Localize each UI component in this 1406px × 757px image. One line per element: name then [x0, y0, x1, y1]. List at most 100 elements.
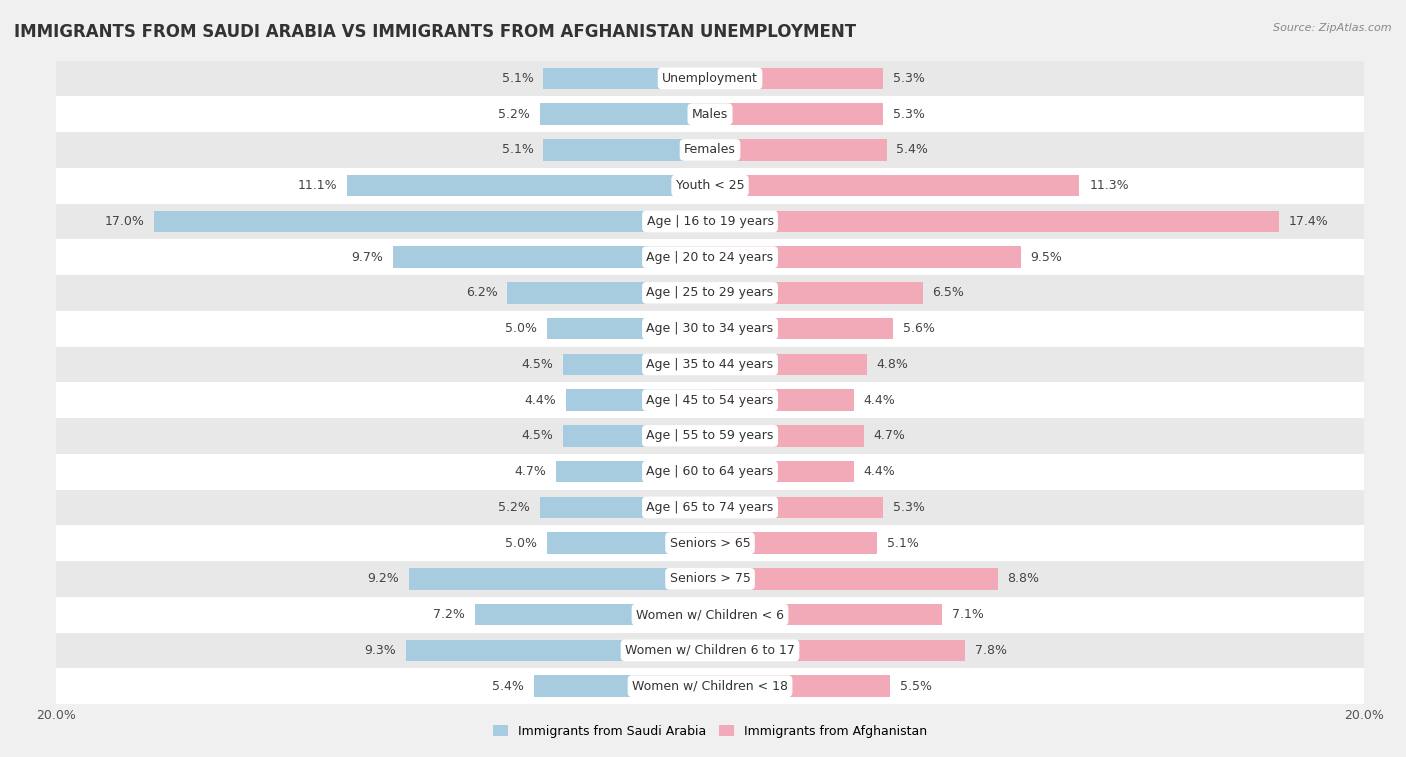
Text: Women w/ Children 6 to 17: Women w/ Children 6 to 17 — [626, 644, 794, 657]
Bar — [540, 497, 710, 518]
Text: 9.2%: 9.2% — [368, 572, 399, 585]
Text: 5.0%: 5.0% — [505, 322, 537, 335]
Bar — [710, 318, 893, 339]
Bar — [710, 175, 1080, 196]
Bar — [56, 168, 1364, 204]
Text: 9.5%: 9.5% — [1031, 251, 1063, 263]
Text: 5.0%: 5.0% — [505, 537, 537, 550]
Bar — [56, 597, 1364, 633]
Bar — [56, 561, 1364, 597]
Text: 17.0%: 17.0% — [104, 215, 145, 228]
Text: 4.8%: 4.8% — [877, 358, 908, 371]
Bar — [562, 354, 710, 375]
Bar — [56, 382, 1364, 418]
Text: 7.8%: 7.8% — [974, 644, 1007, 657]
Text: Women w/ Children < 18: Women w/ Children < 18 — [633, 680, 787, 693]
Text: 5.1%: 5.1% — [887, 537, 918, 550]
Bar — [540, 104, 710, 125]
Text: Age | 55 to 59 years: Age | 55 to 59 years — [647, 429, 773, 442]
Bar — [56, 275, 1364, 311]
Text: 5.2%: 5.2% — [498, 501, 530, 514]
Text: 5.1%: 5.1% — [502, 143, 533, 157]
Text: 5.5%: 5.5% — [900, 680, 932, 693]
Bar — [56, 633, 1364, 668]
Text: Females: Females — [685, 143, 735, 157]
Text: 5.4%: 5.4% — [897, 143, 928, 157]
Text: Unemployment: Unemployment — [662, 72, 758, 85]
Bar — [533, 675, 710, 697]
Text: Males: Males — [692, 107, 728, 120]
Text: Age | 65 to 74 years: Age | 65 to 74 years — [647, 501, 773, 514]
Text: Source: ZipAtlas.com: Source: ZipAtlas.com — [1274, 23, 1392, 33]
Text: 6.5%: 6.5% — [932, 286, 965, 300]
Bar — [710, 461, 853, 482]
Bar — [56, 453, 1364, 490]
Bar — [56, 204, 1364, 239]
Text: 5.3%: 5.3% — [893, 501, 925, 514]
Text: 5.3%: 5.3% — [893, 72, 925, 85]
Text: 4.5%: 4.5% — [522, 429, 553, 442]
Text: 4.4%: 4.4% — [524, 394, 557, 407]
Text: 4.7%: 4.7% — [515, 465, 547, 478]
Text: 5.4%: 5.4% — [492, 680, 523, 693]
Text: Age | 25 to 29 years: Age | 25 to 29 years — [647, 286, 773, 300]
Bar — [56, 96, 1364, 132]
Bar — [543, 67, 710, 89]
Bar — [710, 675, 890, 697]
Bar — [409, 569, 710, 590]
Text: 7.2%: 7.2% — [433, 608, 465, 621]
Text: 7.1%: 7.1% — [952, 608, 984, 621]
Bar — [56, 311, 1364, 347]
Bar — [56, 347, 1364, 382]
Bar — [710, 604, 942, 625]
Bar — [547, 532, 710, 554]
Text: Seniors > 75: Seniors > 75 — [669, 572, 751, 585]
Bar — [56, 418, 1364, 453]
Text: 4.5%: 4.5% — [522, 358, 553, 371]
Bar — [710, 532, 877, 554]
Bar — [710, 569, 998, 590]
Text: 5.2%: 5.2% — [498, 107, 530, 120]
Bar — [710, 247, 1021, 268]
Text: 8.8%: 8.8% — [1008, 572, 1039, 585]
Text: 9.7%: 9.7% — [352, 251, 382, 263]
Bar — [547, 318, 710, 339]
Bar — [56, 61, 1364, 96]
Bar — [56, 525, 1364, 561]
Bar — [567, 389, 710, 411]
Text: Women w/ Children < 6: Women w/ Children < 6 — [636, 608, 785, 621]
Bar — [710, 210, 1279, 232]
Bar — [710, 104, 883, 125]
Bar — [392, 247, 710, 268]
Text: Age | 45 to 54 years: Age | 45 to 54 years — [647, 394, 773, 407]
Bar — [56, 490, 1364, 525]
Bar — [710, 139, 887, 160]
Text: Age | 35 to 44 years: Age | 35 to 44 years — [647, 358, 773, 371]
Bar — [347, 175, 710, 196]
Text: 4.7%: 4.7% — [873, 429, 905, 442]
Text: Youth < 25: Youth < 25 — [676, 179, 744, 192]
Text: 11.1%: 11.1% — [298, 179, 337, 192]
Text: 6.2%: 6.2% — [465, 286, 498, 300]
Text: 5.1%: 5.1% — [502, 72, 533, 85]
Bar — [710, 640, 965, 661]
Text: 5.3%: 5.3% — [893, 107, 925, 120]
Bar — [155, 210, 710, 232]
Text: IMMIGRANTS FROM SAUDI ARABIA VS IMMIGRANTS FROM AFGHANISTAN UNEMPLOYMENT: IMMIGRANTS FROM SAUDI ARABIA VS IMMIGRAN… — [14, 23, 856, 41]
Bar — [562, 425, 710, 447]
Text: 5.6%: 5.6% — [903, 322, 935, 335]
Bar — [508, 282, 710, 304]
Bar — [710, 354, 868, 375]
Text: 9.3%: 9.3% — [364, 644, 396, 657]
Bar — [406, 640, 710, 661]
Bar — [710, 425, 863, 447]
Bar — [56, 132, 1364, 168]
Text: Seniors > 65: Seniors > 65 — [669, 537, 751, 550]
Legend: Immigrants from Saudi Arabia, Immigrants from Afghanistan: Immigrants from Saudi Arabia, Immigrants… — [488, 720, 932, 743]
Text: Age | 30 to 34 years: Age | 30 to 34 years — [647, 322, 773, 335]
Bar — [475, 604, 710, 625]
Bar — [710, 67, 883, 89]
Text: 11.3%: 11.3% — [1090, 179, 1129, 192]
Bar — [557, 461, 710, 482]
Text: Age | 16 to 19 years: Age | 16 to 19 years — [647, 215, 773, 228]
